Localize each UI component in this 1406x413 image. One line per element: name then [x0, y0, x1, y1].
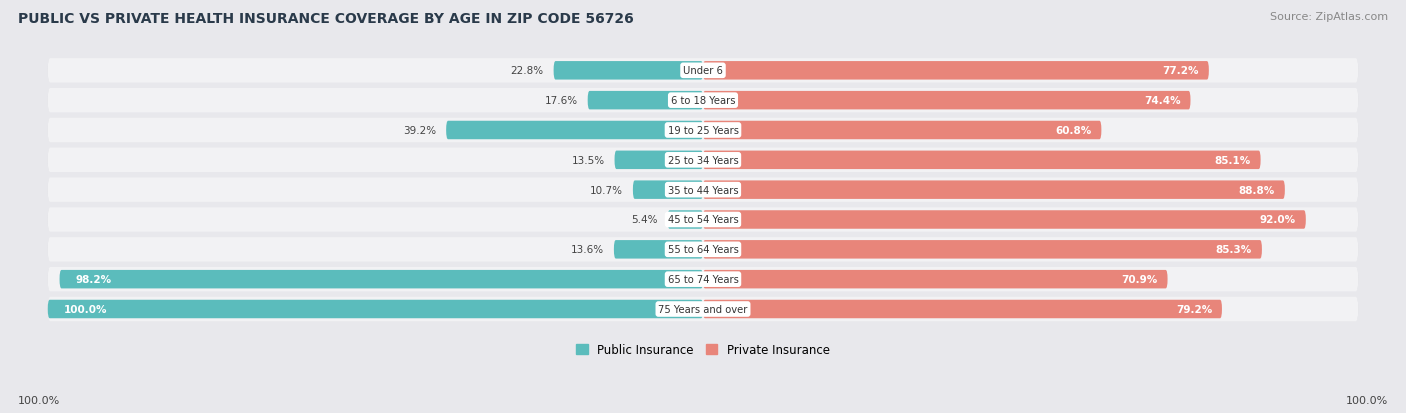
FancyBboxPatch shape — [48, 178, 1358, 202]
FancyBboxPatch shape — [48, 297, 1358, 321]
Text: 22.8%: 22.8% — [510, 66, 544, 76]
Text: 70.9%: 70.9% — [1122, 275, 1157, 285]
FancyBboxPatch shape — [588, 92, 703, 110]
Text: 60.8%: 60.8% — [1056, 126, 1091, 135]
FancyBboxPatch shape — [446, 121, 703, 140]
FancyBboxPatch shape — [614, 240, 703, 259]
Text: 85.3%: 85.3% — [1216, 245, 1253, 255]
FancyBboxPatch shape — [703, 211, 1306, 229]
Text: 98.2%: 98.2% — [76, 275, 112, 285]
Text: 13.6%: 13.6% — [571, 245, 605, 255]
Text: 19 to 25 Years: 19 to 25 Years — [668, 126, 738, 135]
Text: 65 to 74 Years: 65 to 74 Years — [668, 275, 738, 285]
FancyBboxPatch shape — [59, 270, 703, 289]
FancyBboxPatch shape — [48, 119, 1358, 143]
FancyBboxPatch shape — [614, 151, 703, 170]
Text: 74.4%: 74.4% — [1144, 96, 1181, 106]
FancyBboxPatch shape — [703, 181, 1285, 199]
FancyBboxPatch shape — [48, 268, 1358, 291]
Text: 85.1%: 85.1% — [1215, 155, 1251, 166]
Text: 75 Years and over: 75 Years and over — [658, 304, 748, 314]
FancyBboxPatch shape — [703, 300, 1222, 318]
Text: 13.5%: 13.5% — [572, 155, 605, 166]
FancyBboxPatch shape — [48, 298, 1358, 321]
Text: 55 to 64 Years: 55 to 64 Years — [668, 245, 738, 255]
Text: Source: ZipAtlas.com: Source: ZipAtlas.com — [1270, 12, 1388, 22]
Legend: Public Insurance, Private Insurance: Public Insurance, Private Insurance — [571, 339, 835, 361]
FancyBboxPatch shape — [48, 178, 1358, 202]
FancyBboxPatch shape — [48, 148, 1358, 173]
Text: 100.0%: 100.0% — [65, 304, 108, 314]
Text: 92.0%: 92.0% — [1260, 215, 1296, 225]
FancyBboxPatch shape — [703, 151, 1261, 170]
FancyBboxPatch shape — [668, 211, 703, 229]
FancyBboxPatch shape — [48, 267, 1358, 292]
Text: 77.2%: 77.2% — [1163, 66, 1199, 76]
Text: Under 6: Under 6 — [683, 66, 723, 76]
FancyBboxPatch shape — [633, 181, 703, 199]
FancyBboxPatch shape — [554, 62, 703, 81]
Text: 6 to 18 Years: 6 to 18 Years — [671, 96, 735, 106]
Text: 88.8%: 88.8% — [1239, 185, 1275, 195]
Text: 79.2%: 79.2% — [1175, 304, 1212, 314]
Text: PUBLIC VS PRIVATE HEALTH INSURANCE COVERAGE BY AGE IN ZIP CODE 56726: PUBLIC VS PRIVATE HEALTH INSURANCE COVER… — [18, 12, 634, 26]
Text: 100.0%: 100.0% — [18, 395, 60, 405]
FancyBboxPatch shape — [703, 270, 1167, 289]
Text: 5.4%: 5.4% — [631, 215, 658, 225]
FancyBboxPatch shape — [703, 62, 1209, 81]
FancyBboxPatch shape — [48, 89, 1358, 113]
FancyBboxPatch shape — [48, 59, 1358, 83]
FancyBboxPatch shape — [48, 208, 1358, 232]
Text: 45 to 54 Years: 45 to 54 Years — [668, 215, 738, 225]
FancyBboxPatch shape — [703, 92, 1191, 110]
FancyBboxPatch shape — [48, 59, 1358, 83]
FancyBboxPatch shape — [48, 300, 703, 318]
Text: 25 to 34 Years: 25 to 34 Years — [668, 155, 738, 166]
Text: 17.6%: 17.6% — [544, 96, 578, 106]
FancyBboxPatch shape — [48, 149, 1358, 172]
Text: 100.0%: 100.0% — [1346, 395, 1388, 405]
Text: 10.7%: 10.7% — [591, 185, 623, 195]
FancyBboxPatch shape — [703, 121, 1101, 140]
Text: 39.2%: 39.2% — [404, 126, 436, 135]
FancyBboxPatch shape — [48, 208, 1358, 232]
FancyBboxPatch shape — [48, 89, 1358, 112]
FancyBboxPatch shape — [48, 119, 1358, 142]
Text: 35 to 44 Years: 35 to 44 Years — [668, 185, 738, 195]
FancyBboxPatch shape — [48, 237, 1358, 262]
FancyBboxPatch shape — [703, 240, 1263, 259]
FancyBboxPatch shape — [48, 238, 1358, 261]
